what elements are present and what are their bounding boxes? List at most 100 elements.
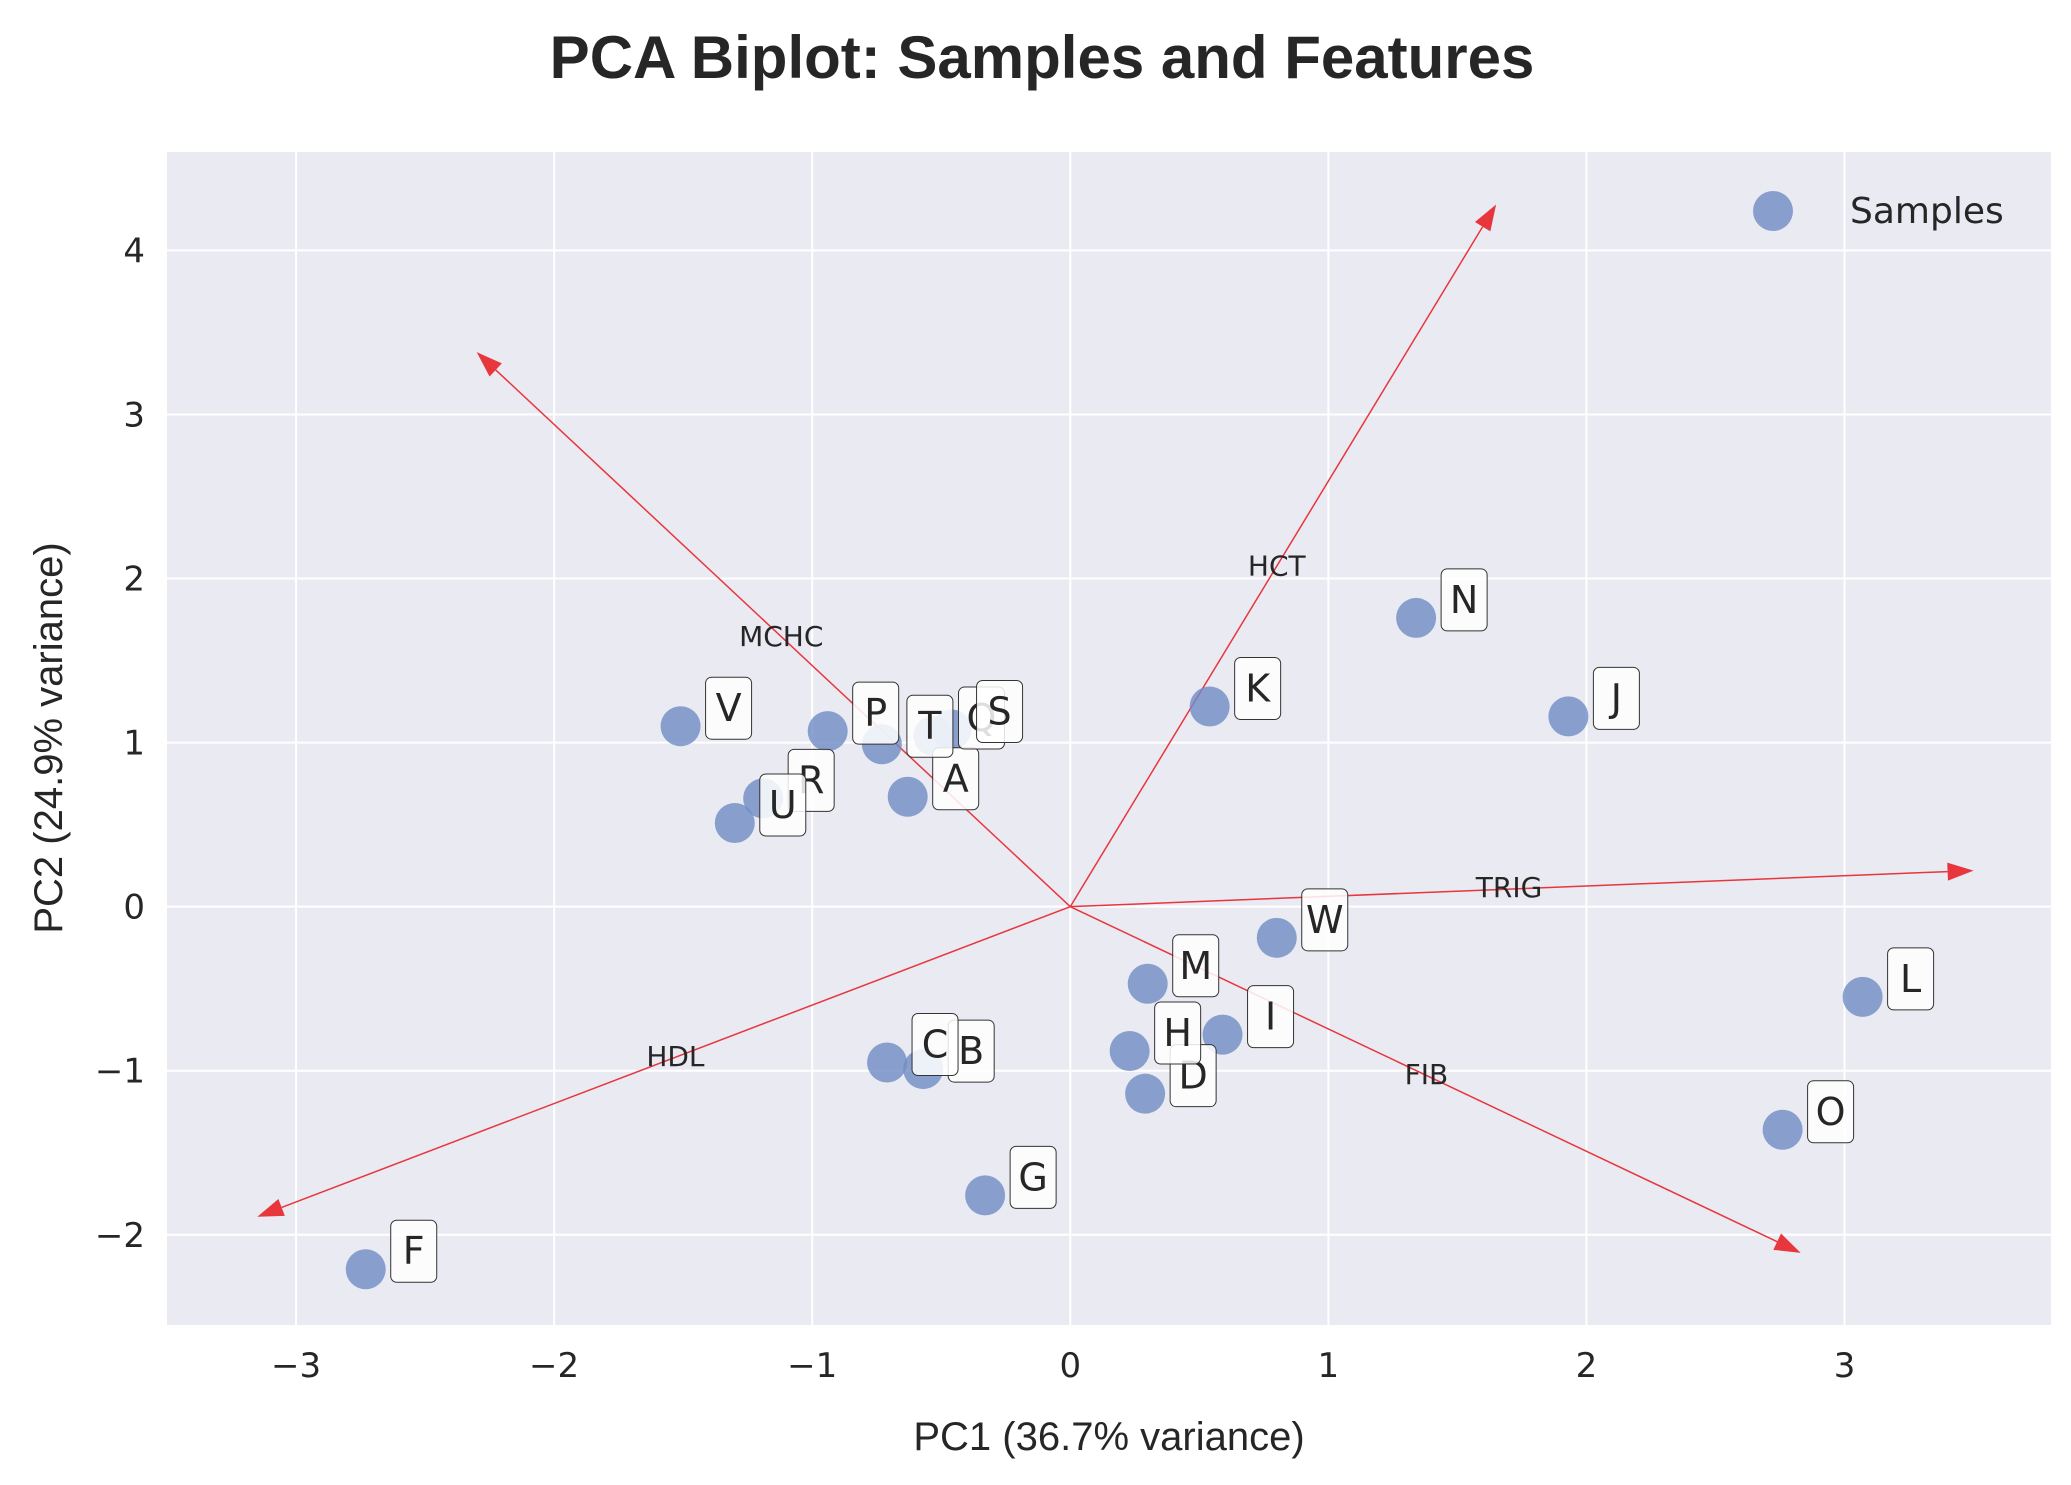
sample-label-box — [1887, 947, 1935, 1011]
sample-label-text: S — [988, 689, 1012, 733]
sample-label: A — [932, 747, 980, 811]
sample-label-text: A — [943, 757, 969, 801]
sample-point — [345, 1249, 386, 1290]
sample-point — [1189, 686, 1230, 727]
sample-label-box — [932, 747, 980, 811]
loading-label: HCT — [1248, 549, 1307, 582]
sample-point — [1396, 597, 1437, 638]
sample-point — [1256, 917, 1297, 958]
sample-point — [807, 711, 848, 752]
sample-label-box — [976, 679, 1024, 743]
sample-label-text: F — [403, 1229, 425, 1273]
y-ticks: −2 −1 0 1 2 3 4 — [95, 231, 145, 1255]
sample-label-text: U — [769, 783, 797, 827]
y-tick-label: 3 — [123, 395, 145, 435]
sample-point — [1127, 963, 1168, 1004]
x-tick-label: −3 — [271, 1346, 321, 1386]
sample-label-text: O — [1816, 1090, 1846, 1134]
y-tick-label: −1 — [95, 1052, 145, 1092]
sample-label: C — [911, 1013, 959, 1077]
sample-label-text: J — [1609, 676, 1622, 720]
sample-label: F — [390, 1219, 438, 1283]
loading-label: HDL — [646, 1040, 705, 1073]
sample-label-text: L — [1900, 957, 1921, 1001]
sample-label-text: H — [1163, 1011, 1192, 1055]
sample-label: S — [976, 679, 1024, 743]
sample-label: M — [1172, 934, 1220, 998]
y-tick-label: 1 — [123, 724, 145, 764]
sample-label-text: I — [1265, 995, 1276, 1039]
sample-label-text: V — [716, 686, 742, 730]
sample-label: P — [852, 681, 900, 745]
sample-label-box — [1807, 1080, 1855, 1144]
x-tick-label: 1 — [1318, 1346, 1340, 1386]
loading-arrow-head — [257, 1199, 285, 1217]
sample-label-box — [1247, 985, 1295, 1049]
sample-label-text: N — [1450, 578, 1478, 622]
x-tick-label: 2 — [1576, 1346, 1598, 1386]
y-axis-label: PC2 (24.9% variance) — [27, 542, 71, 933]
sample-label-box — [1234, 657, 1282, 721]
sample-label: T — [906, 694, 954, 758]
x-tick-label: −2 — [529, 1346, 579, 1386]
loading-arrow-head — [476, 352, 502, 377]
chart-title: PCA Biplot: Samples and Features — [550, 24, 1535, 91]
sample-point — [1202, 1014, 1243, 1055]
loading-arrow — [281, 905, 1071, 1209]
loading-arrow — [495, 369, 1071, 908]
loading-label: FIB — [1405, 1058, 1449, 1091]
x-tick-label: 3 — [1834, 1346, 1856, 1386]
loading-arrow-head — [1947, 862, 1974, 881]
sample-label-box — [1592, 666, 1640, 730]
legend: Samples — [1753, 191, 2004, 232]
sample-point — [1762, 1109, 1803, 1150]
sample-label: L — [1887, 947, 1935, 1011]
sample-label: G — [1009, 1145, 1057, 1209]
sample-label-text: G — [1018, 1155, 1047, 1199]
sample-label-text: C — [922, 1023, 949, 1067]
sample-label: K — [1234, 657, 1282, 721]
sample-label-box — [1009, 1145, 1057, 1209]
x-axis-label: PC1 (36.7% variance) — [913, 1415, 1304, 1459]
sample-label-text: T — [917, 704, 942, 748]
sample-label: N — [1440, 568, 1488, 632]
sample-label-box — [705, 676, 753, 740]
sample-label-text: M — [1179, 944, 1212, 988]
sample-point — [1125, 1073, 1166, 1114]
sample-label-text: P — [864, 691, 887, 735]
sample-label: H — [1154, 1001, 1202, 1065]
sample-label: I — [1247, 985, 1295, 1049]
sample-label-box — [1154, 1001, 1202, 1065]
loading-label: MCHC — [739, 620, 823, 653]
y-tick-label: 4 — [123, 231, 145, 271]
sample-label-box — [1172, 934, 1220, 998]
y-tick-label: 0 — [123, 888, 145, 928]
sample-label-box — [1301, 888, 1349, 952]
sample-label: O — [1807, 1080, 1855, 1144]
sample-label-box — [911, 1013, 959, 1077]
legend-label: Samples — [1850, 191, 2004, 232]
sample-point — [660, 706, 701, 747]
sample-points: ABCDFGHIJKLMNOPQRSTUVW — [345, 568, 1935, 1290]
sample-label-box — [906, 694, 954, 758]
sample-point — [867, 1042, 908, 1083]
x-ticks: −3 −2 −1 0 1 2 3 — [271, 1346, 1855, 1386]
sample-label-box — [390, 1219, 438, 1283]
sample-label-box — [1440, 568, 1488, 632]
sample-label-box — [852, 681, 900, 745]
loading-arrow — [1069, 226, 1484, 908]
sample-point — [1548, 696, 1589, 737]
loading-arrow-head — [1773, 1233, 1801, 1253]
sample-label-text: K — [1245, 667, 1271, 711]
sample-point — [965, 1175, 1006, 1216]
loading-label: TRIG — [1475, 871, 1543, 904]
sample-label-box — [759, 773, 807, 837]
loading-arrow — [1070, 870, 1948, 908]
sample-label: V — [705, 676, 753, 740]
y-tick-label: 2 — [123, 560, 145, 600]
sample-label-text: B — [958, 1029, 984, 1073]
loading-arrow-head — [1474, 204, 1497, 232]
legend-marker — [1753, 191, 1793, 231]
x-tick-label: −1 — [787, 1346, 837, 1386]
